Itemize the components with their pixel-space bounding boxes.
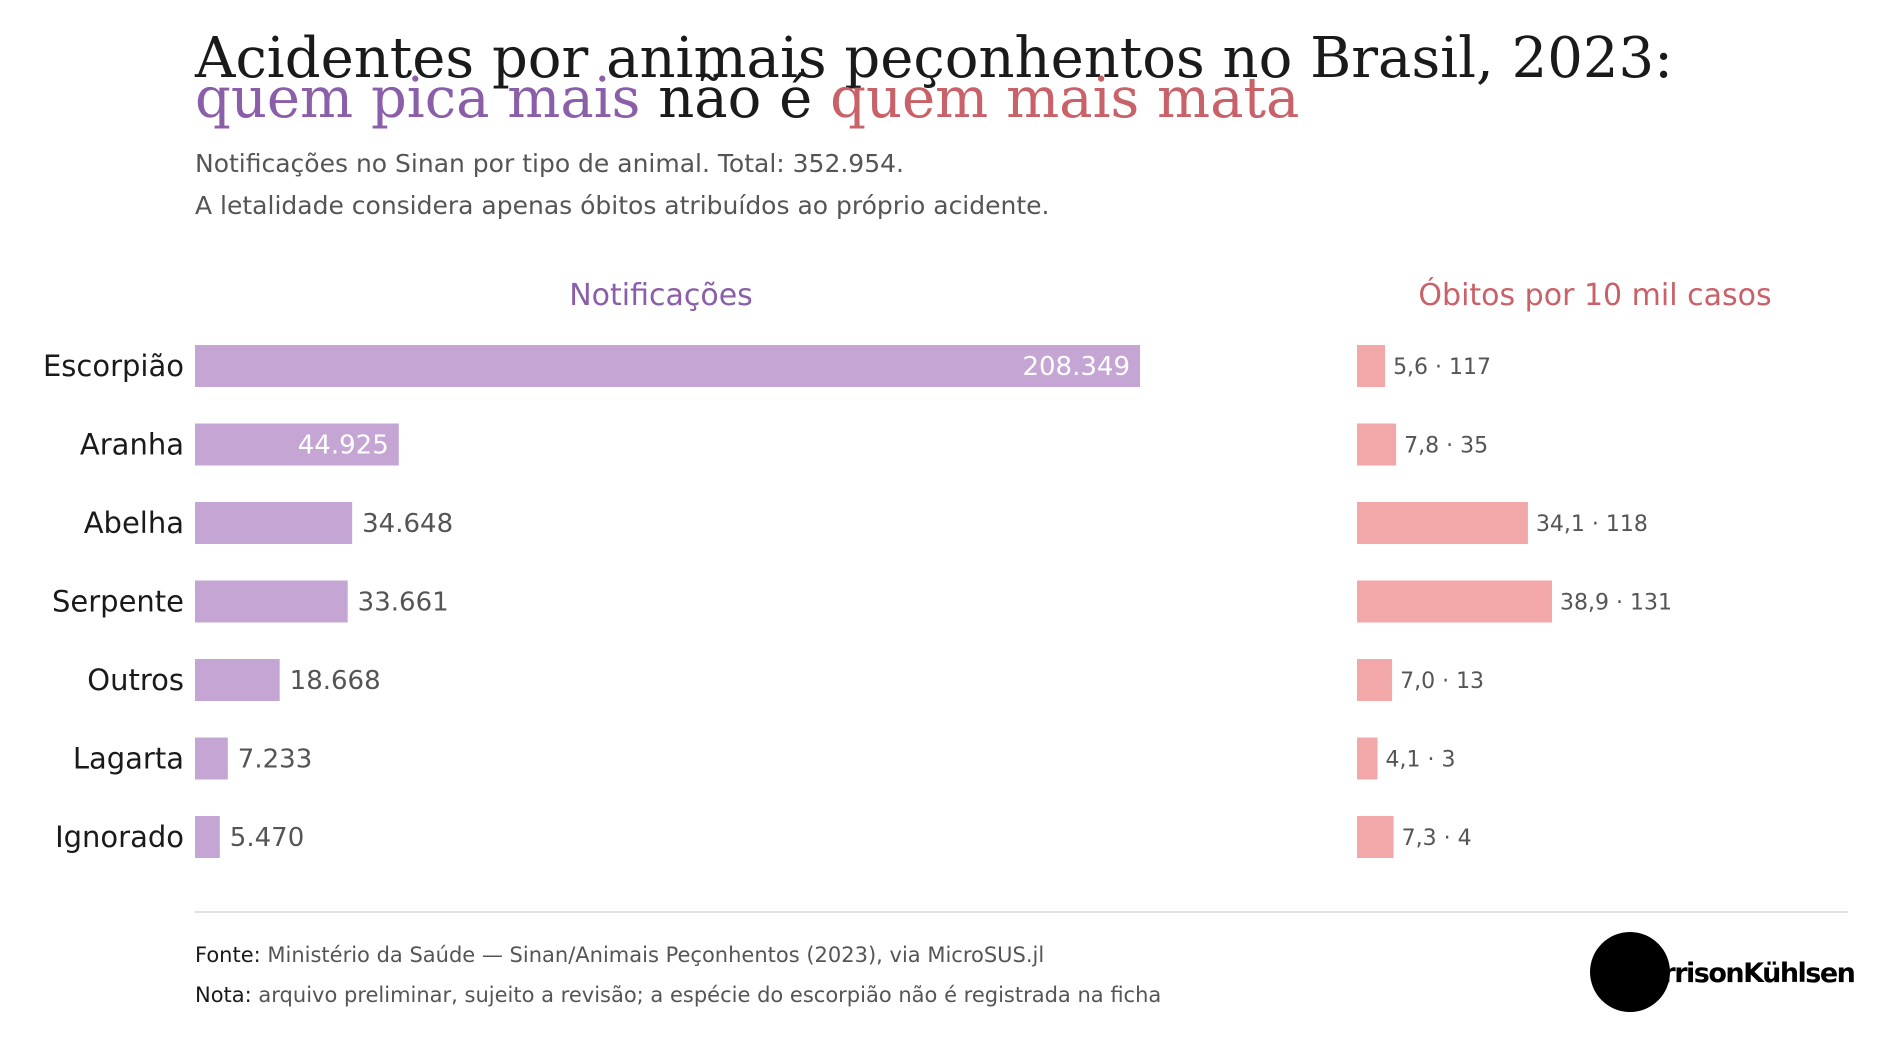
bar-notifications-outros	[195, 659, 280, 701]
category-label-serpente: Serpente	[52, 585, 184, 619]
death-count: 3	[1442, 748, 1456, 773]
bar-notifications-serpente	[195, 580, 348, 623]
bar-notifications-ignorado	[195, 816, 220, 858]
footer-source: Fonte: Ministério da Saúde — Sinan/Anima…	[195, 943, 1044, 967]
bar-notifications-abelha	[195, 502, 353, 544]
value-label-lethality-abelha: 34,1 · 118	[1536, 512, 1648, 537]
title-highlight-purple: quem pica mais	[195, 66, 640, 131]
separator-dot: ·	[1437, 826, 1458, 851]
death-count: 117	[1449, 355, 1491, 380]
note-label: Nota:	[195, 983, 252, 1007]
separator-dot: ·	[1609, 591, 1630, 616]
lethality-rate: 5,6	[1393, 355, 1428, 380]
lethality-rate: 7,8	[1404, 434, 1439, 459]
source-label: Fonte:	[195, 943, 261, 967]
separator-dot: ·	[1421, 748, 1442, 773]
bars-layer: Escorpião 208.349 5,6 · 117 Aranha 44.925 7,8…	[43, 345, 1672, 858]
category-label-outros: Outros	[87, 663, 184, 697]
category-label-escorpiao: Escorpião	[43, 349, 184, 383]
bar-notifications-aranha	[195, 423, 399, 466]
death-count: 13	[1456, 669, 1484, 694]
source-text: Ministério da Saúde — Sinan/Animais Peço…	[261, 943, 1045, 967]
bar-notifications-lagarta	[195, 737, 228, 780]
category-label-aranha: Aranha	[80, 428, 184, 462]
lethality-rate: 34,1	[1536, 512, 1585, 537]
separator-dot: ·	[1439, 434, 1460, 459]
panel-title-lethality: Óbitos por 10 mil casos	[1418, 276, 1771, 313]
subtitle-line2: A letalidade considera apenas óbitos atr…	[195, 191, 1049, 220]
category-label-abelha: Abelha	[84, 506, 184, 540]
value-label-notifications-aranha: 44.925	[298, 431, 389, 461]
separator-dot: ·	[1428, 355, 1449, 380]
value-label-lethality-outros: 7,0 · 13	[1400, 669, 1484, 694]
footer-note: Nota: arquivo preliminar, sujeito a revi…	[195, 983, 1161, 1007]
death-count: 118	[1606, 512, 1648, 537]
value-label-notifications-outros: 18.668	[290, 666, 381, 696]
subtitle-line1: Notificações no Sinan por tipo de animal…	[195, 149, 904, 178]
bar-lethality-serpente	[1357, 580, 1552, 623]
bar-lethality-lagarta	[1357, 737, 1378, 780]
panel-title-notifications: Notificações	[569, 278, 753, 313]
value-label-notifications-lagarta: 7.233	[238, 745, 312, 775]
brand-logo: MorrisonKühlsen	[1590, 932, 1856, 1012]
logo-circle	[1590, 932, 1670, 1012]
category-label-lagarta: Lagarta	[73, 742, 184, 776]
title-highlight-red: quem mais mata	[830, 66, 1299, 131]
lethality-rate: 7,3	[1402, 826, 1437, 851]
lethality-rate: 4,1	[1386, 748, 1421, 773]
bar-notifications-escorpiao	[195, 345, 1140, 387]
chart-title: Acidentes por animais peçonhentos no Bra…	[194, 26, 1673, 91]
separator-dot: ·	[1585, 512, 1606, 537]
bar-lethality-abelha	[1357, 502, 1528, 544]
value-label-lethality-aranha: 7,8 · 35	[1404, 434, 1488, 459]
death-count: 35	[1460, 434, 1488, 459]
chart-title-line2: quem pica mais não é quem mais mata	[195, 66, 1299, 131]
lethality-rate: 38,9	[1560, 591, 1609, 616]
bar-lethality-escorpiao	[1357, 345, 1386, 387]
category-label-ignorado: Ignorado	[55, 820, 184, 854]
value-label-lethality-ignorado: 7,3 · 4	[1402, 826, 1472, 851]
value-label-notifications-ignorado: 5.470	[230, 823, 304, 853]
value-label-notifications-serpente: 33.661	[358, 588, 449, 618]
death-count: 131	[1630, 591, 1672, 616]
death-count: 4	[1458, 826, 1472, 851]
value-label-notifications-abelha: 34.648	[362, 509, 453, 539]
lethality-rate: 7,0	[1400, 669, 1435, 694]
bar-lethality-ignorado	[1357, 816, 1394, 858]
bar-lethality-aranha	[1357, 423, 1397, 466]
value-label-lethality-serpente: 38,9 · 131	[1560, 591, 1672, 616]
value-label-notifications-escorpiao: 208.349	[1022, 352, 1130, 382]
value-label-lethality-escorpiao: 5,6 · 117	[1393, 355, 1491, 380]
bar-lethality-outros	[1357, 659, 1393, 701]
separator-dot: ·	[1435, 669, 1456, 694]
note-text: arquivo preliminar, sujeito a revisão; a…	[252, 983, 1162, 1007]
title-middle: não é	[640, 66, 830, 131]
value-label-lethality-lagarta: 4,1 · 3	[1386, 748, 1456, 773]
logo-text: MorrisonKühlsen	[1620, 958, 1855, 989]
